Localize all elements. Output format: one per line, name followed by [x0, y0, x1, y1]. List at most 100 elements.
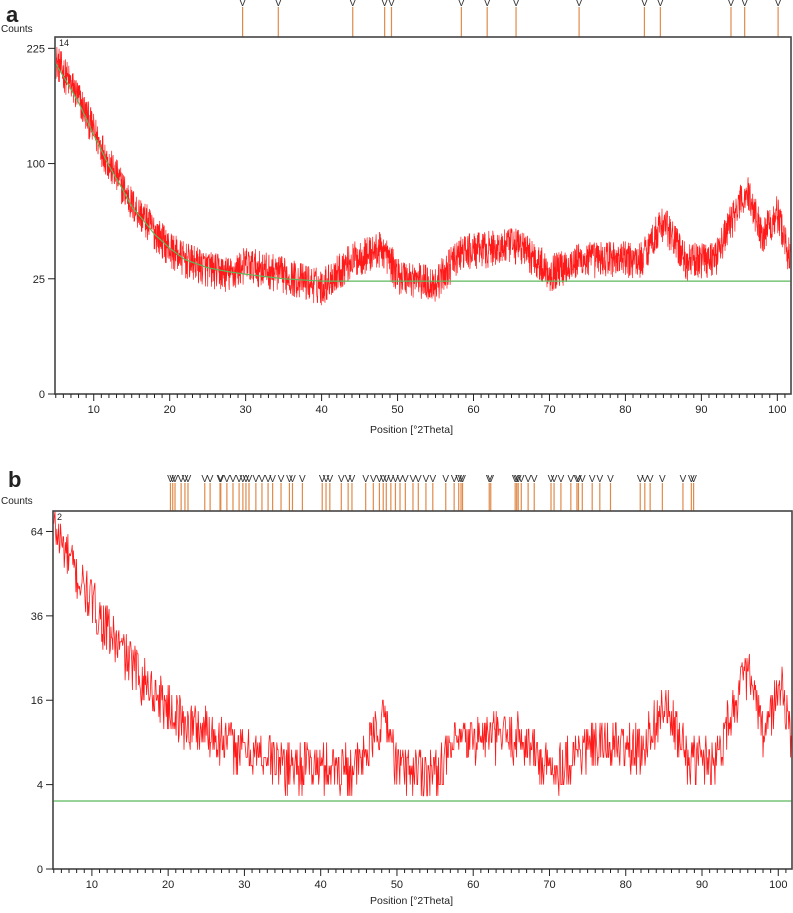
peak-marker-glyph: V [525, 474, 532, 485]
x-tick-label: 80 [619, 404, 631, 416]
peak-marker-glyph: V [289, 474, 296, 485]
peak-marker-glyph: V [458, 474, 465, 485]
peak-marker-glyph: V [239, 0, 246, 9]
peak-marker-glyph: V [513, 474, 520, 485]
x-axis-label: Position [°2Theta] [370, 424, 453, 436]
peak-marker-glyph: V [388, 474, 395, 485]
x-tick-label: 10 [86, 879, 98, 891]
x-tick-label: 50 [391, 404, 403, 416]
peak-marker-glyph: V [459, 474, 466, 485]
peak-marker-glyph: V [455, 474, 462, 485]
peak-marker-glyph: V [487, 474, 494, 485]
peak-marker-glyph: V [217, 474, 224, 485]
background-fit-line [55, 63, 791, 282]
peak-marker-glyph: V [657, 0, 664, 9]
x-tick-label: 30 [238, 879, 250, 891]
peak-marker-glyph: V [392, 474, 399, 485]
x-tick-label: 80 [620, 879, 632, 891]
peak-marker-glyph: V [551, 474, 558, 485]
peak-marker-glyph: V [185, 474, 192, 485]
y-axis-label: Counts [1, 496, 33, 507]
y-tick-label: 225 [27, 43, 45, 55]
y-tick-label: 16 [31, 695, 43, 707]
panel-letter: a [6, 2, 19, 27]
peak-marker-glyph: V [319, 474, 326, 485]
peak-marker-glyph: V [688, 474, 695, 485]
peak-marker-glyph: V [380, 474, 387, 485]
y-axis: 0 4 16 36 64 [31, 526, 53, 876]
peak-marker-glyph: V [484, 0, 491, 9]
peak-marker-glyph: V [345, 474, 352, 485]
peak-marker-glyph: V [558, 474, 565, 485]
peak-marker-glyph: V [388, 0, 395, 9]
peak-marker-glyph: V [576, 0, 583, 9]
peak-marker-glyph: V [596, 474, 603, 485]
peak-marker-glyph: V [236, 474, 243, 485]
y-axis-label: Counts [1, 24, 33, 35]
peak-marker-glyph: V [370, 474, 377, 485]
x-tick-label: 20 [164, 404, 176, 416]
peak-marker-glyph: V [253, 474, 260, 485]
peak-marker-glyph: V [641, 474, 648, 485]
peak-marker-glyph: V [265, 474, 272, 485]
peak-marker-glyph: V [567, 474, 574, 485]
peak-marker-glyph: V [579, 474, 586, 485]
x-tick-label: 100 [768, 404, 786, 416]
peak-marker-glyph: V [167, 474, 174, 485]
peak-marker-glyph: V [548, 474, 555, 485]
x-tick-label: 70 [543, 404, 555, 416]
x-tick-label: 100 [769, 879, 787, 891]
peak-marker-glyph: V [278, 474, 285, 485]
peak-marker-glyph: V [589, 474, 596, 485]
peak-marker-glyph: V [415, 474, 422, 485]
observed-intensity-trace [53, 510, 792, 797]
x-tick-label: 50 [391, 879, 403, 891]
peak-marker-glyph: V [451, 474, 458, 485]
y-tick-label: 100 [27, 159, 45, 171]
peak-marker-glyph: V [338, 474, 345, 485]
peak-marker-glyph: V [659, 474, 666, 485]
peak-marker-glyph: V [178, 474, 185, 485]
peak-marker-glyph: V [207, 474, 214, 485]
peak-marker-glyph: V [230, 474, 237, 485]
peak-marker-glyph: V [201, 474, 208, 485]
peak-marker-glyph: V [269, 474, 276, 485]
peak-marker-glyph: V [637, 474, 644, 485]
peak-marker-glyph: V [224, 474, 231, 485]
y-tick-label: 0 [37, 864, 43, 876]
peak-marker-glyph: V [327, 474, 334, 485]
peak-marker-glyph: V [246, 474, 253, 485]
x-tick-label: 40 [315, 879, 327, 891]
plot-frame [54, 36, 792, 395]
peak-marker-glyph: V [775, 0, 782, 9]
x-axis-label: Position [°2Theta] [370, 895, 453, 907]
peak-marker-glyph: V [259, 474, 266, 485]
peak-marker-glyph: V [486, 474, 493, 485]
y-tick-label: 0 [39, 389, 45, 401]
peak-marker-glyph: V [515, 474, 522, 485]
peak-marker-glyph: V [442, 474, 449, 485]
plot-frame [52, 510, 793, 870]
peak-marker-glyph: V [574, 474, 581, 485]
peak-marker-glyph: V [690, 474, 697, 485]
peak-marker-glyph: V [531, 474, 538, 485]
peak-marker-glyph: V [641, 0, 648, 9]
peak-marker-glyph: V [410, 474, 417, 485]
y-axis: 0 25 100 225 [27, 43, 55, 401]
corner-annotation: 2 [57, 512, 62, 522]
peak-marker-glyph: V [383, 474, 390, 485]
y-tick-label: 25 [33, 274, 45, 286]
peak-marker-glyph: V [362, 474, 369, 485]
panel-letter: b [8, 467, 22, 492]
peak-marker-glyph: V [741, 0, 748, 9]
peak-marker-glyph: V [323, 474, 330, 485]
peak-marker-glyph: V [607, 474, 614, 485]
x-tick-label: 90 [696, 879, 708, 891]
corner-annotation: 14 [59, 38, 69, 48]
peak-marker-glyph: V [575, 474, 582, 485]
peak-marker-glyph: V [349, 0, 356, 9]
peak-marker-glyph: V [275, 0, 282, 9]
x-tick-label: 60 [467, 879, 479, 891]
